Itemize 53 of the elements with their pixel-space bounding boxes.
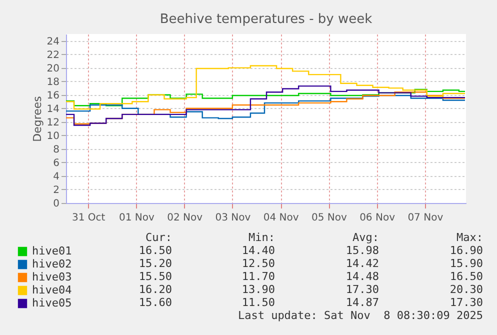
y-tick-label: 22 xyxy=(46,50,60,61)
text: 17.30 xyxy=(450,296,483,309)
text: 17.30 xyxy=(346,283,379,296)
text: 14.48 xyxy=(346,270,379,283)
legend-label: hive02 xyxy=(32,258,72,270)
x-tick-label: 01 Nov xyxy=(118,212,154,224)
x-tick-label: 07 Nov xyxy=(408,212,444,224)
text: Cur: xyxy=(146,231,172,244)
x-tick-label: 02 Nov xyxy=(167,212,203,224)
legend-label: hive01 xyxy=(32,244,72,258)
text: 11.70 xyxy=(242,270,275,283)
text: 11.50 xyxy=(242,296,275,309)
chart-title: Beehive temperatures - by week xyxy=(160,12,373,27)
text: Max: xyxy=(456,231,483,244)
text: 15.50 xyxy=(138,270,172,283)
x-tick-label: 04 Nov xyxy=(263,212,299,224)
text: 14.42 xyxy=(346,257,379,270)
text: 13.90 xyxy=(242,283,275,296)
x-tick-label: 05 Nov xyxy=(311,212,347,224)
y-tick-label: 14 xyxy=(46,104,60,115)
x-tick-label: 06 Nov xyxy=(360,212,396,224)
text: 12.50 xyxy=(242,257,275,270)
text: 16.90 xyxy=(450,244,483,257)
legend-label: hive05 xyxy=(32,296,72,310)
text: 15.98 xyxy=(346,244,379,257)
y-tick-label: 10 xyxy=(46,130,60,142)
legend-label: hive03 xyxy=(32,270,72,284)
text: 15.60 xyxy=(138,296,172,309)
text: Min: xyxy=(248,231,275,244)
text: 15.20 xyxy=(138,257,172,270)
y-tick-label: 8 xyxy=(53,144,60,156)
text: Avg: xyxy=(352,231,379,244)
text: 14.40 xyxy=(242,244,275,257)
y-tick-label: 18 xyxy=(46,76,60,88)
text: 16.50 xyxy=(138,244,172,257)
y-tick-label: 2 xyxy=(53,184,60,196)
y-tick-label: 24 xyxy=(46,36,60,48)
y-tick-label: 6 xyxy=(53,158,60,169)
x-tick-label: 31 Oct xyxy=(72,212,106,224)
y-tick-label: 20 xyxy=(46,63,60,74)
x-tick-label: 03 Nov xyxy=(215,212,251,224)
y-tick-label: 12 xyxy=(46,117,60,128)
text: 20.30 xyxy=(450,283,483,296)
y-tick-label: 0 xyxy=(53,198,60,210)
text: 16.20 xyxy=(138,283,172,296)
text: Last update: Sat Nov 8 08:30:09 2025 xyxy=(238,309,483,322)
y-tick-label: 16 xyxy=(46,90,60,102)
text: 15.90 xyxy=(450,257,483,270)
text: 14.87 xyxy=(346,296,379,309)
text: 16.50 xyxy=(450,270,483,283)
y-axis-title: Degrees xyxy=(30,96,44,142)
y-tick-label: 4 xyxy=(53,171,60,182)
legend-label: hive04 xyxy=(32,284,72,296)
